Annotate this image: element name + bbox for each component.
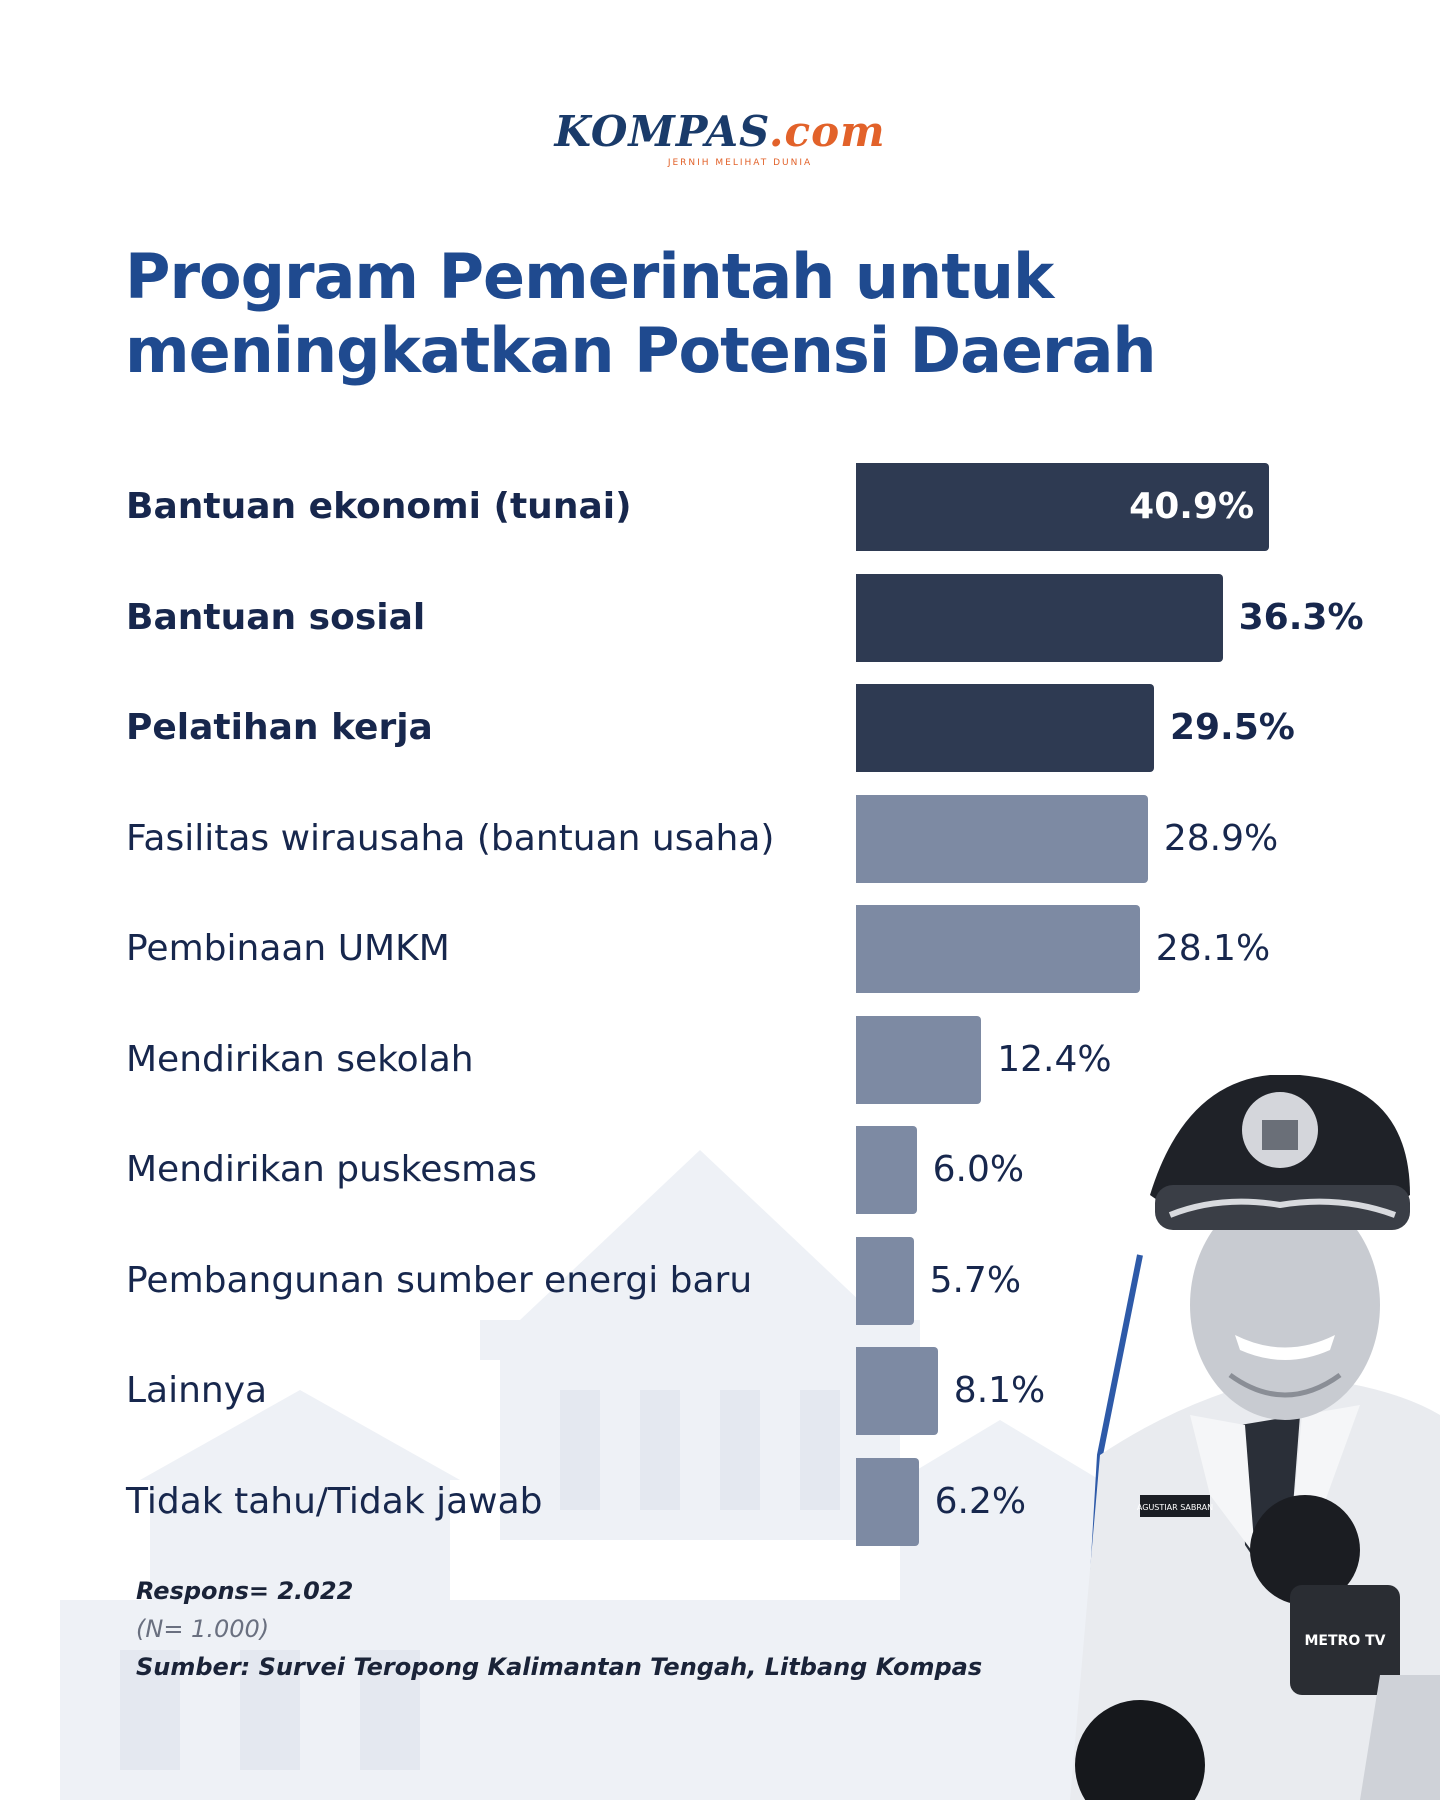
bar [856,905,1140,993]
microphone-label: METRO TV [1305,1633,1386,1649]
title-part-1: Program Pemerintah [125,240,835,313]
logo-tagline: JERNIH MELIHAT DUNIA [667,158,813,168]
bar [856,1236,914,1325]
category-label: Mendirikan sekolah [126,1038,474,1080]
name-tag-text: AGUSTIAR SABRAN [1137,1503,1213,1512]
value-label: 40.9% [1129,486,1255,527]
category-label: Bantuan ekonomi (tunai) [126,486,632,527]
title-part-2: untuk [854,240,1054,313]
logo-wordmark: KOMPAS.com [554,108,885,156]
bar [856,1015,982,1104]
category-label: Mendirikan puskesmas [126,1149,537,1190]
responses-note: Respons= 2.022 [136,1577,354,1605]
value-label: 28.1% [1155,928,1271,969]
category-label: Pembinaan UMKM [126,928,450,969]
bar [856,794,1148,883]
kompas-logo: KOMPAS.com JERNIH MELIHAT DUNIA [0,108,1440,169]
title-line-2: meningkatkan Potensi Daerah [125,314,1157,387]
source-note: Sumber: Survei Teropong Kalimantan Tenga… [136,1653,983,1681]
value-label: 6.0% [932,1149,1025,1190]
category-label: Bantuan sosial [126,596,426,638]
bar [856,1347,938,1435]
chart-notes: Respons= 2.022 (N= 1.000) Sumber: Survei… [136,1572,982,1686]
logo-brand-suffix: .com [768,107,886,156]
bar [856,1126,917,1214]
chart-title: Program Pemerintah untuk meningkatkan Po… [125,240,1325,388]
category-label: Pelatihan kerja [126,707,433,748]
category-label: Pembangunan sumber energi baru [126,1259,753,1301]
official-portrait-photo: AGUSTIAR SABRAN METRO TV [1070,1075,1440,1800]
bar [856,573,1223,662]
bar [856,463,1270,551]
value-label: 36.3% [1238,596,1364,638]
sample-size-note: (N= 1.000) [136,1615,270,1643]
value-label: 29.5% [1169,707,1295,748]
value-label: 8.1% [953,1370,1046,1411]
value-label: 28.9% [1163,817,1279,859]
value-label: 5.7% [929,1259,1022,1301]
logo-brand-main: KOMPAS [554,107,769,156]
category-label: Tidak tahu/Tidak jawab [126,1480,543,1522]
bar [856,1457,919,1546]
value-label: 6.2% [934,1480,1027,1522]
category-label: Lainnya [126,1370,268,1411]
category-label: Fasilitas wirausaha (bantuan usaha) [126,817,775,859]
bar [856,684,1154,772]
